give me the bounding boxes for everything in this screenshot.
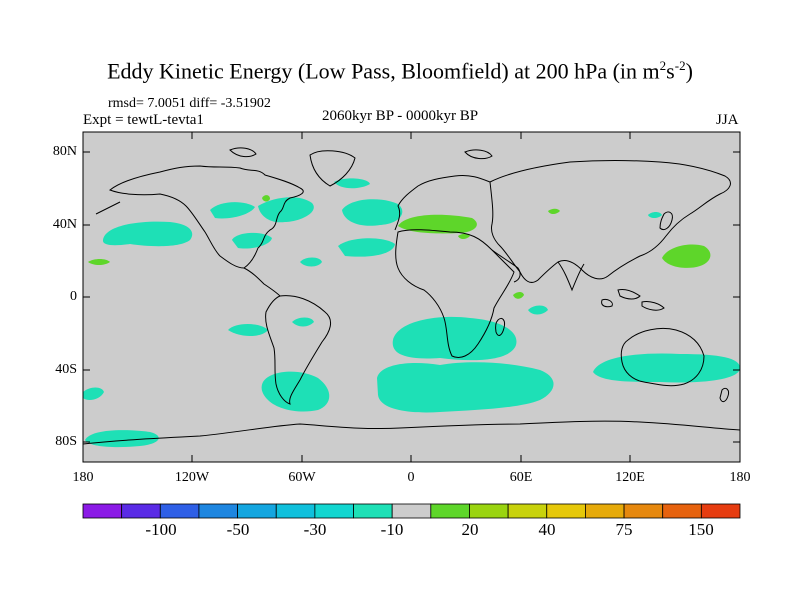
colorbar-swatch	[314, 503, 354, 519]
lon-label-180w: 180	[72, 470, 94, 485]
lon-label-180e: 180	[729, 470, 751, 485]
title-sup-1: 2	[659, 58, 667, 73]
experiment-label: Expt = tewtL-tevta1	[83, 112, 204, 128]
map-background	[83, 132, 740, 462]
colorbar-swatch	[700, 503, 741, 519]
title-main: Eddy Kinetic Energy (Low Pass, Bloomfiel…	[107, 58, 660, 84]
title-end: )	[685, 58, 693, 84]
lon-label-120e: 120E	[615, 470, 645, 485]
plot-title: Eddy Kinetic Energy (Low Pass, Bloomfiel…	[0, 58, 800, 84]
colorbar-label: 20	[461, 520, 479, 539]
colorbar-swatch	[430, 503, 470, 519]
colorbar-swatch	[237, 503, 277, 519]
colorbar-label: 40	[538, 520, 556, 539]
lat-label-40s: 40S	[55, 362, 77, 377]
title-sup-2: -2	[674, 58, 686, 73]
coastlines	[83, 147, 740, 445]
colorbar-label: 150	[688, 520, 714, 539]
colorbar-swatch	[275, 503, 316, 519]
colorbar-label: -30	[303, 520, 327, 539]
colorbar-label: -10	[380, 520, 404, 539]
colorbar-swatch	[507, 503, 548, 519]
colorbar	[82, 503, 741, 519]
colorbar-swatch	[623, 503, 664, 519]
colorbar-swatch	[662, 503, 702, 519]
lat-label-80n: 80N	[52, 144, 77, 159]
colorbar-swatch	[82, 503, 123, 519]
colorbar-label: -100	[145, 520, 177, 539]
colorbar-swatch	[353, 503, 393, 519]
lat-label-0: 0	[70, 289, 77, 304]
colorbar-swatch	[469, 503, 509, 519]
colorbar-swatch	[159, 503, 200, 519]
positive-regions	[88, 195, 711, 299]
lat-label-80s: 80S	[55, 434, 77, 449]
tick-marks	[83, 132, 740, 462]
colorbar-swatch	[546, 503, 586, 519]
lon-label-60e: 60E	[509, 470, 533, 485]
colorbar-swatch	[121, 503, 161, 519]
colorbar-label: -50	[226, 520, 250, 539]
lon-label-120w: 120W	[174, 470, 210, 485]
period-label: 2060kyr BP - 0000kyr BP	[321, 108, 479, 124]
colorbar-swatch	[198, 503, 238, 519]
colorbar-swatch	[585, 503, 625, 519]
anomaly-regions	[83, 178, 740, 448]
lat-label-40n: 40N	[52, 217, 77, 232]
colorbar-label: 75	[615, 520, 633, 539]
colorbar-swatch	[391, 503, 432, 519]
lon-label-0: 0	[407, 470, 415, 485]
lon-label-60w: 60W	[288, 470, 316, 485]
title-mid: s	[666, 58, 675, 84]
negative-regions	[83, 178, 740, 448]
season-label: JJA	[716, 112, 739, 128]
stats-label: rmsd= 7.0051 diff= -3.51902	[108, 96, 271, 111]
